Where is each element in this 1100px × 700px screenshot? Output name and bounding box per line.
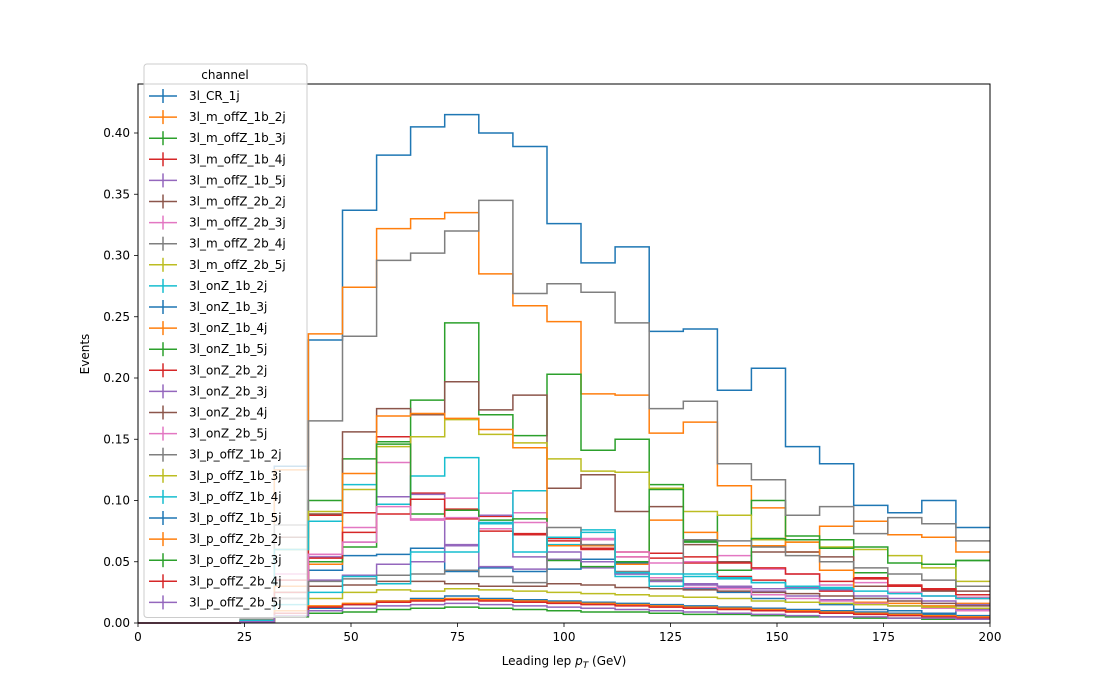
legend-title: channel	[201, 68, 248, 82]
legend: channel 3l_CR_1j 3l_m_offZ_1b_2j 3l_m_offZ_…	[143, 63, 308, 618]
legend-label: 3l_onZ_2b_2j	[189, 363, 267, 377]
legend-label: 3l_onZ_1b_3j	[189, 300, 267, 314]
legend-label: 3l_m_offZ_1b_5j	[189, 173, 286, 187]
legend-entry: 3l_p_offZ_2b_4j	[149, 574, 282, 589]
y-tick-label: 0.05	[103, 555, 130, 569]
y-axis: 0.00 0.05 0.10 0.15 0.20 0.25 0.30 0.35 0.40	[103, 126, 138, 630]
legend-label: 3l_m_offZ_2b_2j	[189, 195, 286, 209]
y-tick-label: 0.40	[103, 126, 130, 140]
y-tick-label: 0.10	[103, 494, 130, 508]
legend-entry: 3l_m_offZ_1b_3j	[149, 131, 286, 146]
legend-label: 3l_onZ_2b_5j	[189, 427, 267, 441]
legend-entry: 3l_m_offZ_2b_4j	[149, 236, 286, 251]
x-tick-label: 175	[872, 630, 895, 644]
legend-label: 3l_m_offZ_2b_3j	[189, 216, 286, 230]
legend-label: 3l_onZ_1b_4j	[189, 321, 267, 335]
legend-label: 3l_onZ_1b_2j	[189, 279, 267, 293]
y-tick-label: 0.20	[103, 371, 130, 385]
legend-entry: 3l_m_offZ_2b_5j	[149, 257, 286, 272]
legend-entry: 3l_onZ_2b_5j	[149, 426, 267, 441]
x-axis: 0 25 50 75 100 125 150 175 200	[134, 623, 1001, 644]
x-tick-label: 125	[659, 630, 682, 644]
legend-label: 3l_p_offZ_1b_4j	[189, 490, 282, 504]
x-tick-label: 150	[766, 630, 789, 644]
legend-label: 3l_p_offZ_2b_5j	[189, 595, 282, 609]
legend-entry: 3l_p_offZ_2b_3j	[149, 553, 282, 568]
legend-label: 3l_p_offZ_2b_4j	[189, 574, 282, 588]
y-axis-label: Events	[78, 334, 92, 375]
series-layer	[138, 113, 990, 624]
series-line-3l_p_offZ_2b_5j	[138, 602, 990, 624]
legend-entry: 3l_CR_1j	[149, 89, 240, 103]
legend-entry: 3l_onZ_1b_3j	[149, 300, 267, 314]
legend-entry: 3l_p_offZ_2b_5j	[149, 595, 282, 610]
legend-entry: 3l_m_offZ_2b_2j	[149, 194, 286, 209]
legend-entry: 3l_onZ_1b_5j	[149, 342, 267, 357]
x-tick-label: 100	[553, 630, 576, 644]
legend-entry: 3l_onZ_2b_2j	[149, 363, 267, 378]
legend-entry: 3l_onZ_2b_3j	[149, 384, 267, 399]
legend-label: 3l_p_offZ_2b_3j	[189, 553, 282, 567]
x-tick-label: 25	[237, 630, 252, 644]
legend-box	[143, 63, 308, 618]
legend-label: 3l_onZ_2b_4j	[189, 406, 267, 420]
legend-entry: 3l_p_offZ_1b_4j	[149, 489, 282, 504]
legend-label: 3l_p_offZ_1b_2j	[189, 448, 282, 462]
legend-entry: 3l_m_offZ_1b_5j	[149, 173, 286, 188]
legend-entry: 3l_p_offZ_1b_3j	[149, 468, 282, 483]
y-tick-label: 0.30	[103, 249, 130, 263]
legend-entry: 3l_onZ_1b_2j	[149, 278, 267, 293]
legend-label: 3l_CR_1j	[189, 89, 240, 103]
legend-label: 3l_onZ_2b_3j	[189, 384, 267, 398]
x-tick-label: 75	[450, 630, 465, 644]
legend-entry: 3l_p_offZ_1b_2j	[149, 447, 282, 462]
legend-entry: 3l_m_offZ_1b_2j	[149, 110, 286, 125]
y-tick-label: 0.25	[103, 310, 130, 324]
legend-entry: 3l_p_offZ_2b_2j	[149, 532, 282, 547]
legend-label: 3l_m_offZ_2b_5j	[189, 258, 286, 272]
legend-label: 3l_m_offZ_2b_4j	[189, 237, 286, 251]
legend-label: 3l_p_offZ_1b_3j	[189, 469, 282, 483]
x-axis-label: Leading lep pT (GeV)	[502, 654, 627, 671]
legend-label: 3l_onZ_1b_5j	[189, 342, 267, 356]
series-line-3l_m_offZ_2b_4j	[138, 199, 990, 624]
x-tick-label: 50	[343, 630, 358, 644]
x-tick-label: 200	[979, 630, 1002, 644]
legend-entry: 3l_onZ_1b_4j	[149, 321, 267, 336]
legend-label: 3l_p_offZ_2b_2j	[189, 532, 282, 546]
legend-entry: 3l_p_offZ_1b_5j	[149, 511, 282, 525]
series-line-3l_p_offZ_1b_4j	[138, 521, 990, 624]
x-tick-label: 0	[134, 630, 142, 644]
legend-label: 3l_m_offZ_1b_2j	[189, 110, 286, 124]
y-tick-label: 0.15	[103, 432, 130, 446]
legend-entry: 3l_onZ_2b_4j	[149, 405, 267, 420]
legend-entry: 3l_m_offZ_2b_3j	[149, 215, 286, 230]
y-tick-label: 0.35	[103, 187, 130, 201]
legend-entry: 3l_m_offZ_1b_4j	[149, 152, 286, 167]
y-tick-label: 0.00	[103, 616, 130, 630]
series-line-3l_p_offZ_2b_4j	[138, 598, 990, 624]
legend-label: 3l_p_offZ_1b_5j	[189, 511, 282, 525]
legend-label: 3l_m_offZ_1b_4j	[189, 152, 286, 166]
legend-label: 3l_m_offZ_1b_3j	[189, 131, 286, 145]
